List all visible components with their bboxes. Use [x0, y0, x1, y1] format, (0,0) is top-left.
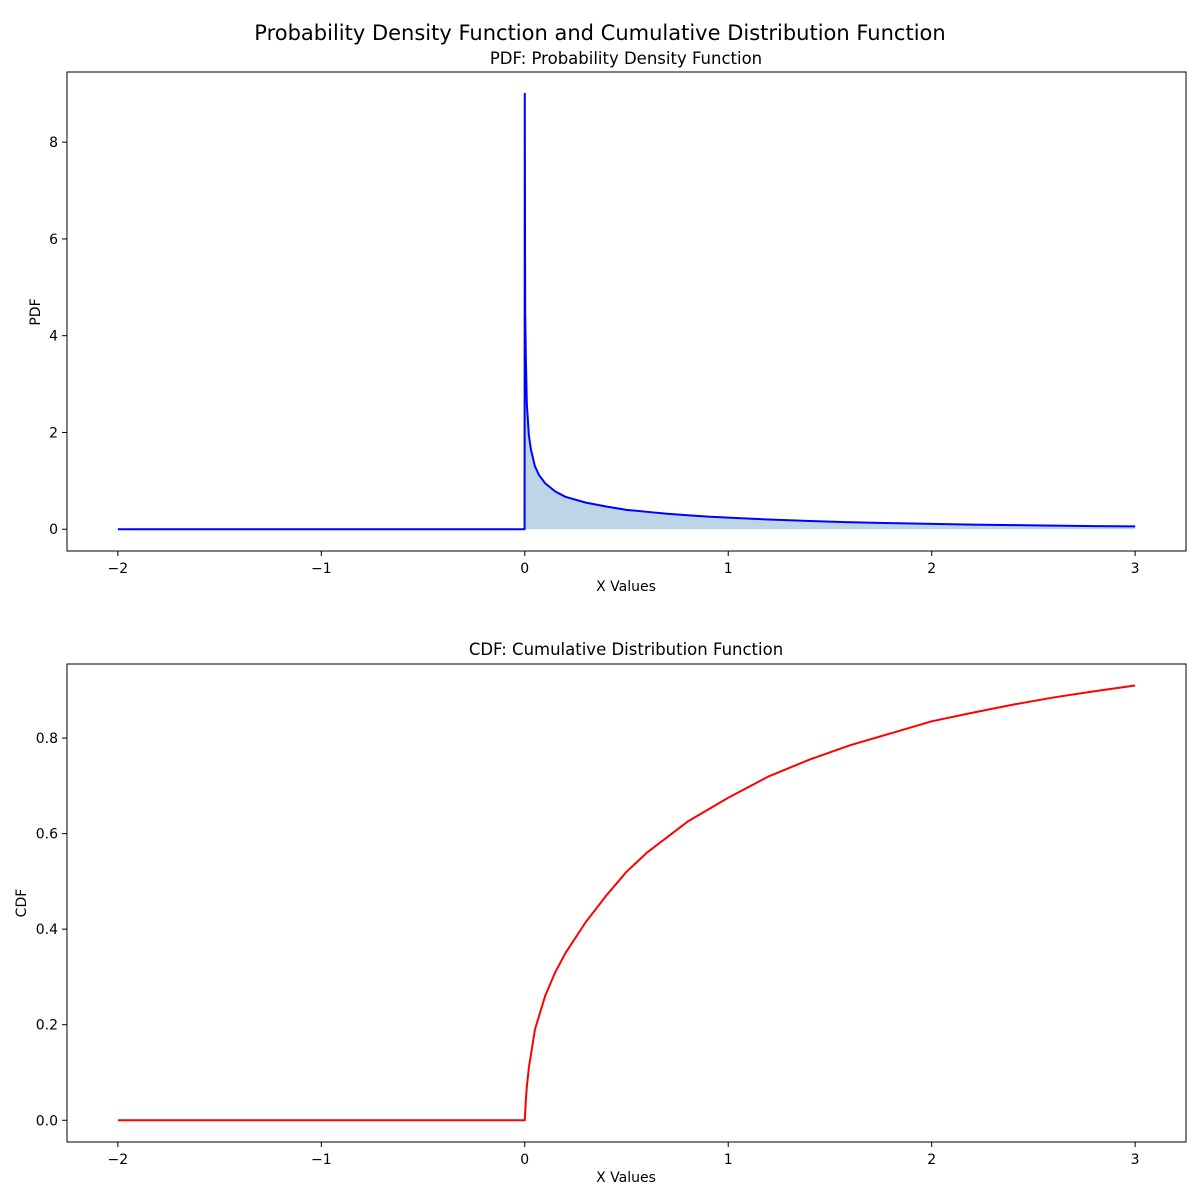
cdf-ytick-label: 0.6 — [36, 827, 58, 843]
pdf-ytick-label: 4 — [49, 329, 58, 345]
pdf-ytick-label: 8 — [49, 135, 58, 151]
pdf-axes: PDF: Probability Density Function −2 −1 0 1… — [28, 49, 1187, 595]
pdf-series-line — [117, 92, 1136, 531]
cdf-axes-frame — [66, 663, 1187, 1143]
cdf-ytick-label: 0.8 — [36, 731, 58, 747]
pdf-xtick-label: −1 — [311, 561, 332, 577]
pdf-area-fill — [524, 93, 1136, 530]
cdf-xtick-label: 3 — [1131, 1152, 1140, 1168]
pdf-xtick-label: 3 — [1131, 561, 1140, 577]
cdf-xtick-label: 0 — [520, 1152, 529, 1168]
pdf-axes-frame — [66, 71, 1187, 552]
pdf-xtick-label: −2 — [108, 561, 129, 577]
pdf-ytick-label: 0 — [49, 522, 58, 538]
cdf-xtick-label: 2 — [927, 1152, 936, 1168]
cdf-ytick-label: 0.4 — [36, 922, 58, 938]
pdf-xtick-label: 0 — [520, 561, 529, 577]
pdf-xtick-label: 2 — [927, 561, 936, 577]
figure-suptitle: Probability Density Function and Cumulat… — [254, 21, 945, 45]
pdf-xtick-label: 1 — [724, 561, 733, 577]
pdf-ylabel: PDF — [28, 298, 44, 325]
cdf-title: CDF: Cumulative Distribution Function — [469, 640, 783, 659]
cdf-series-line — [117, 684, 1136, 1122]
pdf-ytick-label: 6 — [49, 232, 58, 248]
cdf-ylabel: CDF — [14, 889, 30, 918]
pdf-title: PDF: Probability Density Function — [490, 49, 762, 68]
cdf-xtick-label: −2 — [108, 1152, 129, 1168]
cdf-xtick-label: −1 — [311, 1152, 332, 1168]
cdf-xtick-label: 1 — [724, 1152, 733, 1168]
cdf-ytick-label: 0.0 — [36, 1113, 58, 1129]
cdf-axes: CDF: Cumulative Distribution Function −2… — [14, 640, 1187, 1186]
pdf-xlabel: X Values — [596, 579, 656, 595]
cdf-xlabel: X Values — [596, 1170, 656, 1186]
pdf-ytick-label: 2 — [49, 425, 58, 441]
cdf-ytick-label: 0.2 — [36, 1018, 58, 1034]
